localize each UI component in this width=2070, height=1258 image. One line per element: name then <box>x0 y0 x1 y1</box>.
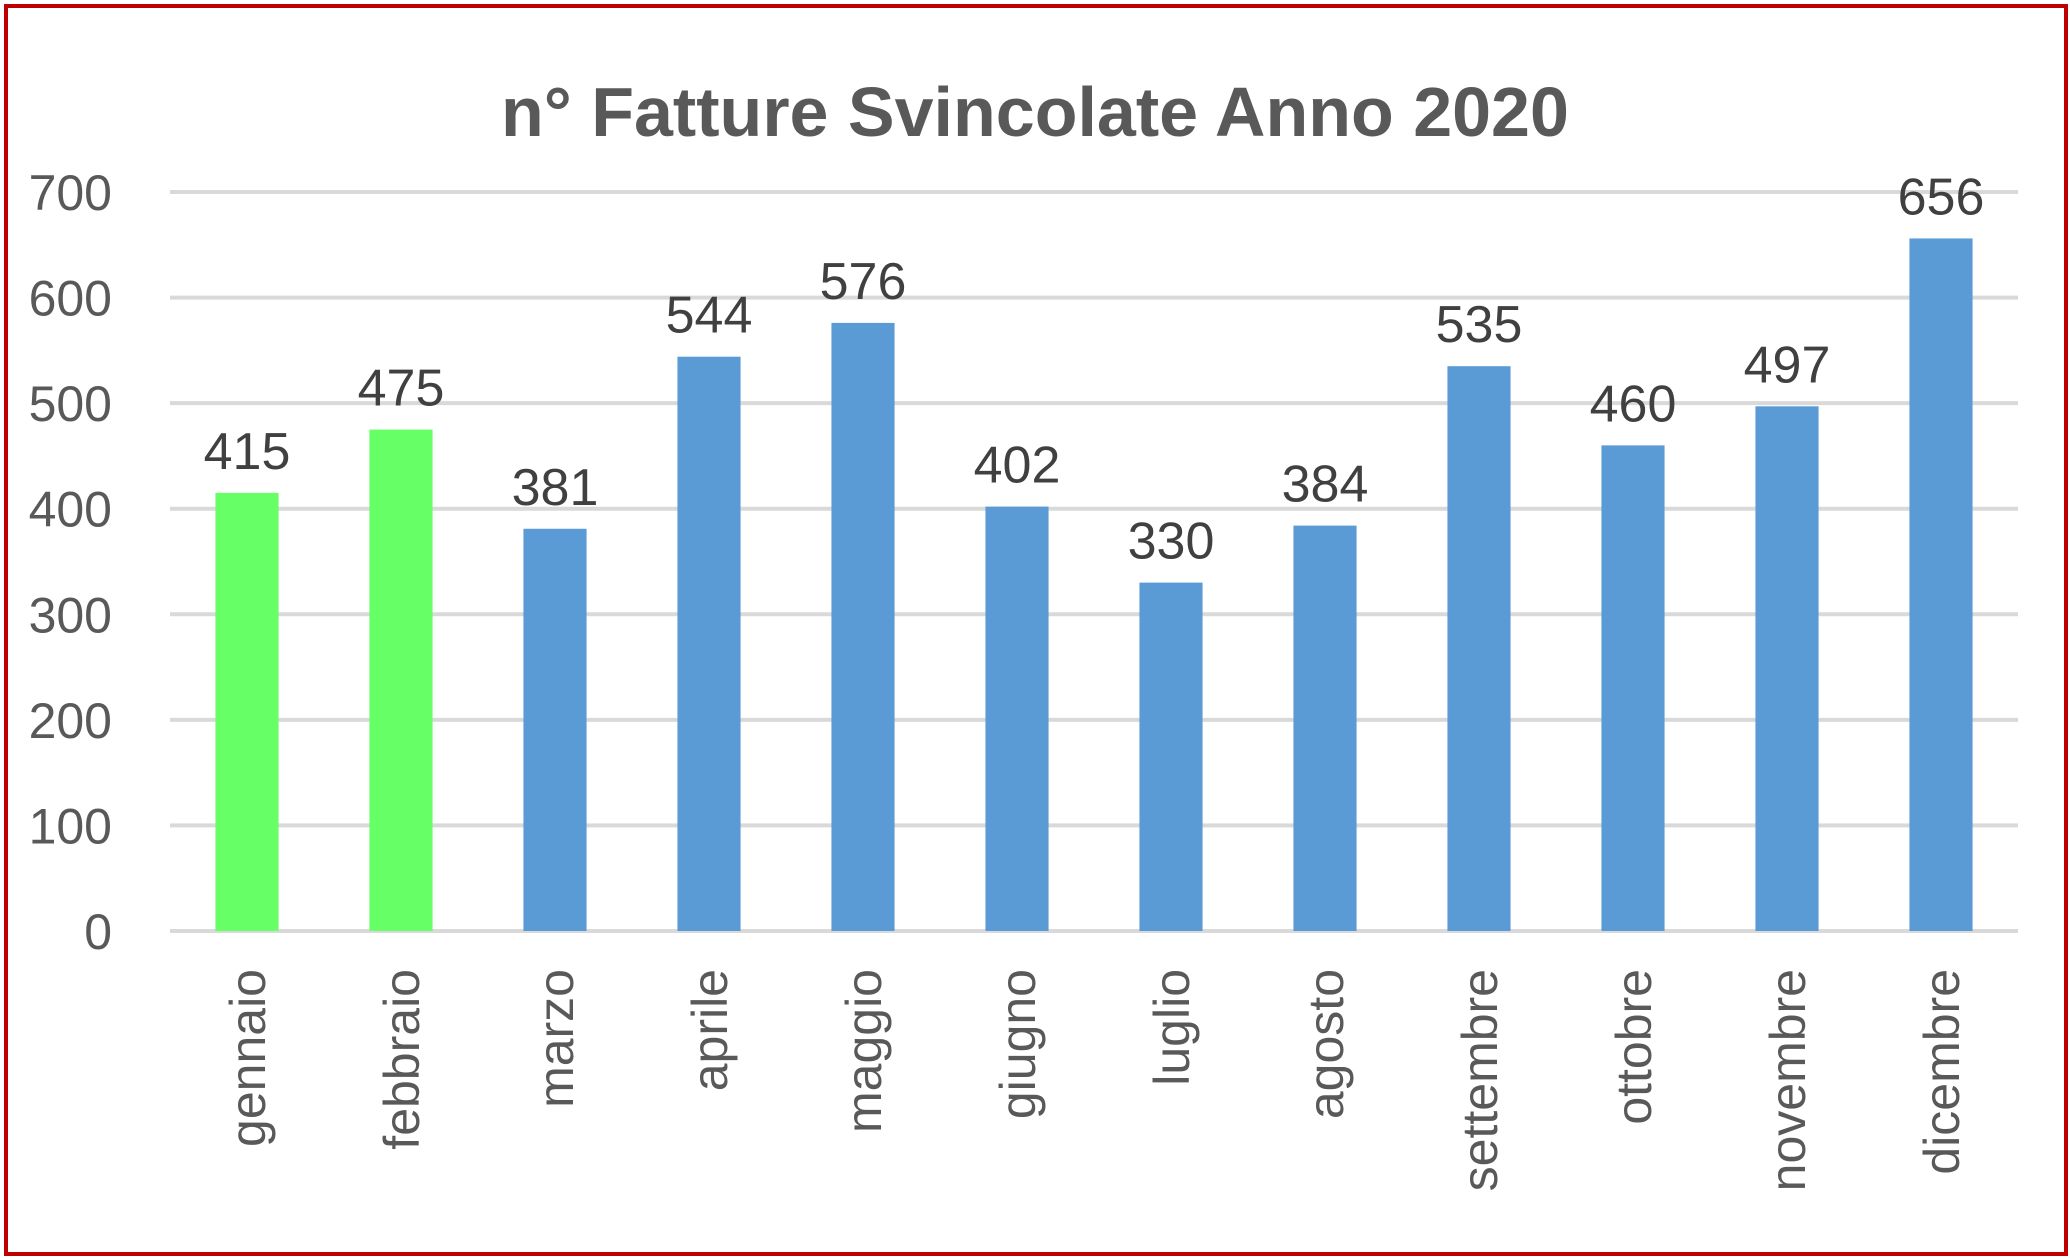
category-label-ottobre: ottobre <box>1606 969 1662 1125</box>
data-label-luglio: 330 <box>1128 513 1215 571</box>
data-label-ottobre: 460 <box>1590 375 1677 433</box>
y-tick-label: 100 <box>29 798 112 854</box>
data-label-aprile: 544 <box>666 287 753 345</box>
bar-giugno <box>985 506 1049 931</box>
bar-marzo <box>523 528 587 931</box>
bar-febbraio <box>369 429 433 931</box>
y-axis-tick-labels: 0 100 200 300 400 500 600 700 <box>29 165 112 960</box>
category-label-maggio: maggio <box>836 969 892 1133</box>
category-label-aprile: aprile <box>682 969 738 1091</box>
data-label-dicembre: 656 <box>1898 168 1985 226</box>
category-label-giugno: giugno <box>990 969 1046 1119</box>
y-tick-label: 200 <box>29 693 112 749</box>
category-label-luglio: luglio <box>1144 969 1200 1086</box>
y-tick-label: 400 <box>29 482 112 538</box>
category-label-febbraio: febbraio <box>374 969 430 1150</box>
data-label-maggio: 576 <box>820 253 907 311</box>
data-label-gennaio: 415 <box>204 423 291 481</box>
bar-novembre <box>1755 406 1819 931</box>
category-label-agosto: agosto <box>1298 969 1354 1119</box>
category-label-gennaio: gennaio <box>220 969 276 1147</box>
data-labels: 415 475 381 544 576 402 330 384 535 460 497 656 <box>204 168 1985 570</box>
bar-agosto <box>1293 525 1357 931</box>
y-tick-label: 500 <box>29 376 112 432</box>
x-axis-category-labels: gennaio febbraio marzo aprile maggio giugno lu… <box>220 969 1970 1191</box>
category-label-settembre: settembre <box>1452 969 1508 1191</box>
data-label-novembre: 497 <box>1744 336 1831 394</box>
data-label-giugno: 402 <box>974 437 1061 495</box>
bar-dicembre <box>1909 238 1973 932</box>
category-label-marzo: marzo <box>528 969 584 1108</box>
category-label-novembre: novembre <box>1760 969 1816 1191</box>
chart-title: n° Fatture Svincolate Anno 2020 <box>501 73 1569 151</box>
data-label-agosto: 384 <box>1282 456 1369 514</box>
bar-settembre <box>1447 366 1511 931</box>
bars <box>215 238 1973 932</box>
bar-gennaio <box>215 492 279 931</box>
bar-ottobre <box>1601 445 1665 931</box>
y-tick-label: 700 <box>29 165 112 221</box>
data-label-marzo: 381 <box>512 459 599 517</box>
y-tick-label: 600 <box>29 271 112 327</box>
bar-maggio <box>831 322 895 931</box>
bar-aprile <box>677 356 741 932</box>
data-label-febbraio: 475 <box>358 360 445 418</box>
category-label-dicembre: dicembre <box>1914 969 1970 1175</box>
bar-luglio <box>1139 582 1203 931</box>
y-tick-label: 0 <box>84 904 112 960</box>
data-label-settembre: 535 <box>1436 296 1523 354</box>
gridlines <box>170 190 2018 933</box>
y-tick-label: 300 <box>29 587 112 643</box>
